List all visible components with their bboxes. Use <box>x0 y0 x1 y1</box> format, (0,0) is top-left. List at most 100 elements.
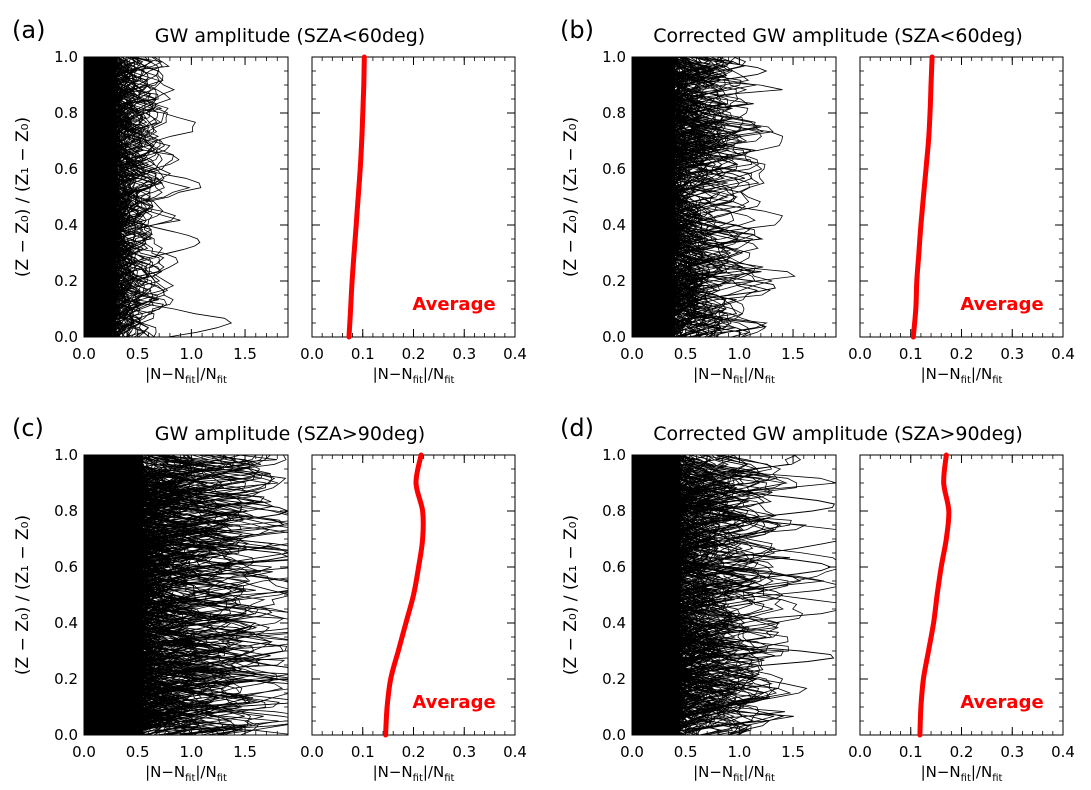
x-tick-label: 0.1 <box>351 743 375 761</box>
y-tick-label: 0.6 <box>602 558 626 576</box>
y-tick-label: 0.0 <box>602 726 626 744</box>
y-axis-label: (Z − Z₀) / (Z₁ − Z₀) <box>561 515 581 675</box>
x-tick-label: 0.0 <box>848 743 872 761</box>
profile-lines-group <box>84 57 233 337</box>
y-tick-label: 0.2 <box>602 272 626 290</box>
profile-line <box>657 57 743 337</box>
left-x-axis-label: |N−Nfit|/Nfit <box>693 763 775 784</box>
y-tick-label: 0.8 <box>602 502 626 520</box>
y-tick-label: 0.2 <box>54 272 78 290</box>
y-axis-label: (Z − Z₀) / (Z₁ − Z₀) <box>561 117 581 277</box>
profile-line <box>656 57 756 337</box>
panel-letter: (c) <box>12 414 44 442</box>
panel-title: GW amplitude (SZA>90deg) <box>155 423 425 445</box>
profile-line <box>661 455 732 735</box>
y-tick-label: 0.8 <box>54 502 78 520</box>
y-tick-label: 1.0 <box>54 48 78 66</box>
x-tick-label: 1.0 <box>727 345 751 363</box>
x-tick-label: 0.1 <box>351 345 375 363</box>
left-x-axis-label: |N−Nfit|/Nfit <box>145 763 227 784</box>
average-line <box>383 452 426 738</box>
x-tick-label: 1.5 <box>781 743 805 761</box>
x-tick-label: 0.0 <box>620 345 644 363</box>
y-tick-label: 0.2 <box>54 670 78 688</box>
x-tick-label: 0.1 <box>899 743 923 761</box>
y-tick-label: 0.8 <box>602 104 626 122</box>
panel-letter: (b) <box>560 16 594 44</box>
x-tick-label: 0.5 <box>126 345 150 363</box>
y-tick-label: 0.6 <box>602 160 626 178</box>
x-tick-label: 0.3 <box>452 743 476 761</box>
average-line <box>917 452 952 738</box>
x-tick-label: 1.0 <box>179 345 203 363</box>
panel-letter: (a) <box>12 16 45 44</box>
profile-line <box>658 57 724 337</box>
profile-line <box>119 455 164 735</box>
profile-line <box>118 455 266 735</box>
profile-line <box>660 455 763 735</box>
profile-line <box>119 455 194 735</box>
profile-line <box>657 57 724 337</box>
average-label: Average <box>960 294 1043 315</box>
right-x-axis-label: |N−Nfit|/Nfit <box>373 365 455 386</box>
y-tick-label: 1.0 <box>602 48 626 66</box>
y-axis-label: (Z − Z₀) / (Z₁ − Z₀) <box>13 515 33 675</box>
profile-line <box>102 57 146 337</box>
x-tick-label: 0.0 <box>300 345 324 363</box>
x-tick-label: 0.3 <box>1000 345 1024 363</box>
x-tick-label: 0.2 <box>950 743 974 761</box>
profile-line <box>120 455 272 735</box>
y-tick-label: 0.4 <box>54 614 78 632</box>
y-tick-label: 0.4 <box>602 216 626 234</box>
profile-line <box>103 57 149 337</box>
x-tick-label: 0.0 <box>72 345 96 363</box>
y-tick-label: 0.4 <box>54 216 78 234</box>
profile-line <box>119 455 258 735</box>
x-tick-label: 0.5 <box>674 345 698 363</box>
average-label: Average <box>960 692 1043 713</box>
y-tick-label: 1.0 <box>602 446 626 464</box>
right-x-axis-label: |N−Nfit|/Nfit <box>373 763 455 784</box>
y-tick-label: 0.8 <box>54 104 78 122</box>
profile-line <box>119 455 251 735</box>
profile-line <box>662 455 719 735</box>
left-x-axis-label: |N−Nfit|/Nfit <box>693 365 775 386</box>
y-tick-label: 0.0 <box>602 328 626 346</box>
panel-letter: (d) <box>560 414 594 442</box>
profile-line <box>119 455 239 735</box>
x-tick-label: 0.4 <box>1051 743 1075 761</box>
profile-line <box>103 57 152 337</box>
x-tick-label: 0.1 <box>899 345 923 363</box>
profile-outlier-line <box>112 57 144 337</box>
x-tick-label: 0.0 <box>72 743 96 761</box>
x-tick-label: 1.0 <box>727 743 751 761</box>
x-tick-label: 1.5 <box>781 345 805 363</box>
y-axis-label: (Z − Z₀) / (Z₁ − Z₀) <box>13 117 33 277</box>
profile-outlier-line <box>136 455 256 735</box>
profile-line <box>102 57 157 337</box>
x-tick-label: 0.4 <box>503 743 527 761</box>
panel-title: Corrected GW amplitude (SZA>90deg) <box>653 423 1023 445</box>
profile-line <box>658 57 759 337</box>
average-label: Average <box>412 692 495 713</box>
x-tick-label: 1.0 <box>179 743 203 761</box>
profile-line <box>102 57 202 337</box>
y-tick-label: 0.2 <box>602 670 626 688</box>
right-x-axis-label: |N−Nfit|/Nfit <box>921 763 1003 784</box>
y-tick-label: 0.0 <box>54 328 78 346</box>
profile-line <box>120 455 210 735</box>
y-tick-label: 1.0 <box>54 446 78 464</box>
profile-line <box>103 57 121 337</box>
profile-line <box>660 455 687 735</box>
profile-line <box>657 57 729 337</box>
x-tick-label: 0.5 <box>126 743 150 761</box>
profile-lines-group <box>84 455 288 735</box>
profile-line <box>657 57 713 337</box>
right-x-axis-label: |N−Nfit|/Nfit <box>921 365 1003 386</box>
x-tick-label: 0.2 <box>402 743 426 761</box>
profile-line <box>102 57 151 337</box>
profile-lines-group <box>632 57 796 337</box>
x-tick-label: 0.0 <box>620 743 644 761</box>
x-tick-label: 0.3 <box>452 345 476 363</box>
x-tick-label: 0.4 <box>503 345 527 363</box>
